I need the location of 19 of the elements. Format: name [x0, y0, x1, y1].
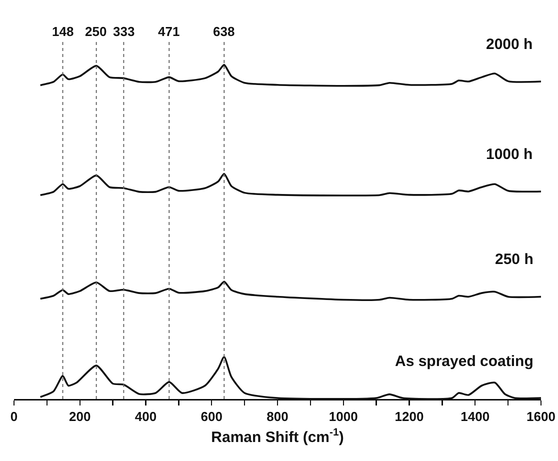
series-label: As sprayed coating — [395, 353, 534, 370]
ref-line-label: 471 — [158, 24, 180, 39]
x-tick-label: 0 — [10, 409, 18, 424]
x-tick-label: 600 — [200, 409, 222, 424]
x-tick-label: 200 — [69, 409, 91, 424]
ref-line-label: 638 — [213, 24, 235, 39]
ref-line-label: 333 — [113, 24, 135, 39]
series-label: 1000 h — [486, 146, 533, 163]
x-axis-title: Raman Shift (cm$^{-1}$) — [211, 426, 344, 446]
x-tick-label: 400 — [134, 409, 157, 424]
ref-line-label: 250 — [85, 24, 107, 39]
series-label: 2000 h — [486, 36, 533, 53]
x-tick-label: 800 — [266, 409, 288, 424]
x-tick-label: 1600 — [526, 409, 556, 424]
x-tick-label: 1000 — [328, 409, 358, 424]
series-label: 250 h — [495, 251, 534, 268]
ref-line-label: 148 — [52, 24, 74, 39]
x-tick-label: 1400 — [460, 409, 490, 424]
x-tick-label: 1200 — [394, 409, 424, 424]
